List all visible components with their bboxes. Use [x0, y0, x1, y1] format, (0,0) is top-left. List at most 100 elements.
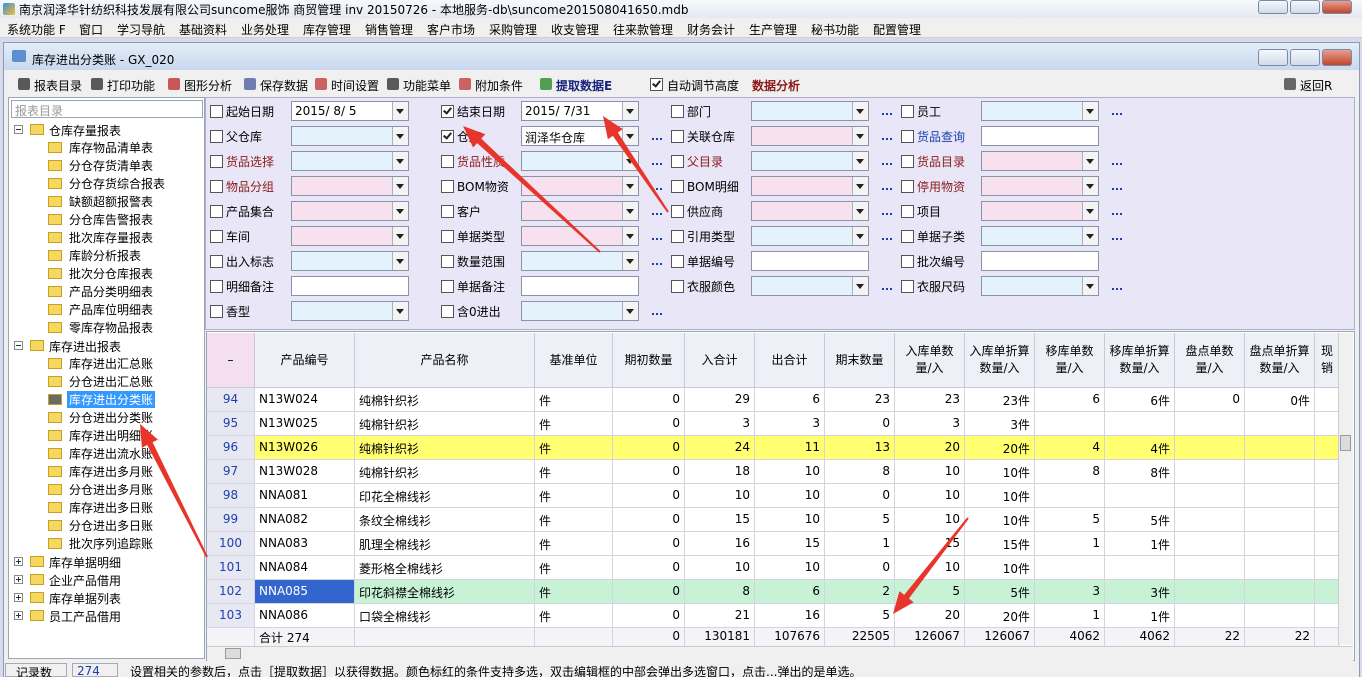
filter-label[interactable]: 父目录	[687, 155, 724, 169]
table-cell[interactable]: 纯棉针织衫	[355, 460, 535, 484]
filter-checkbox[interactable]	[441, 205, 454, 218]
filter-label[interactable]: 车间	[226, 230, 251, 244]
menu-item[interactable]: 客户市场	[427, 23, 476, 37]
table-cell[interactable]: 印花全棉线衫	[355, 484, 535, 508]
tree-item[interactable]: 库存进出明细账	[69, 429, 154, 443]
filter-label[interactable]: 结束日期	[457, 105, 506, 119]
filter-checkbox[interactable]	[901, 105, 914, 118]
filter-checkbox[interactable]	[671, 130, 684, 143]
filter-label[interactable]: 单据备注	[457, 280, 506, 294]
table-cell[interactable]: 纯棉针织衫	[355, 436, 535, 460]
filter-combo[interactable]	[981, 151, 1099, 171]
table-cell[interactable]	[1245, 412, 1315, 436]
back-button[interactable]: 返回R	[1300, 79, 1333, 93]
column-header[interactable]: 入库单数量/入	[895, 333, 965, 388]
table-cell[interactable]: 4	[1035, 436, 1105, 460]
filter-checkbox[interactable]	[210, 280, 223, 293]
menu-item[interactable]: 基础资料	[179, 23, 228, 37]
table-cell[interactable]: 15	[755, 532, 825, 556]
filter-label[interactable]: 关联仓库	[687, 130, 736, 144]
tree-item[interactable]: 库存物品清单表	[69, 141, 154, 155]
filter-label[interactable]: 父仓库	[226, 130, 263, 144]
filter-combo[interactable]	[751, 201, 869, 221]
table-cell[interactable]	[1175, 436, 1245, 460]
table-cell[interactable]: 件	[535, 508, 613, 532]
window-button[interactable]	[1322, 49, 1352, 66]
table-cell[interactable]: 8	[1035, 460, 1105, 484]
column-header[interactable]: 产品编号	[255, 333, 355, 388]
table-cell[interactable]: 1件	[1105, 532, 1175, 556]
table-cell[interactable]: 23	[895, 388, 965, 412]
menu-item[interactable]: 销售管理	[365, 23, 414, 37]
filter-checkbox[interactable]	[901, 255, 914, 268]
tree-item[interactable]: 库存进出多日账	[69, 501, 154, 515]
table-cell[interactable]: 6件	[1105, 388, 1175, 412]
filter-combo[interactable]	[521, 301, 639, 321]
table-cell[interactable]: N13W028	[255, 460, 355, 484]
table-cell[interactable]: 20	[895, 436, 965, 460]
filter-checkbox[interactable]	[441, 105, 454, 118]
table-cell[interactable]: 3	[755, 412, 825, 436]
tree-item[interactable]: 分仓进出汇总账	[69, 375, 154, 389]
column-header[interactable]: 期初数量	[613, 333, 685, 388]
table-cell[interactable]	[1175, 412, 1245, 436]
filter-textbox[interactable]	[751, 251, 869, 271]
filter-combo[interactable]	[751, 176, 869, 196]
table-cell[interactable]: 95	[207, 412, 255, 436]
window-button[interactable]	[1322, 0, 1352, 14]
filter-textbox[interactable]	[521, 276, 639, 296]
table-cell[interactable]: 10件	[965, 556, 1035, 580]
tree-item[interactable]: 产品分类明细表	[69, 285, 154, 299]
filter-checkbox[interactable]	[671, 230, 684, 243]
filter-label[interactable]: 引用类型	[687, 230, 736, 244]
table-cell[interactable]: 8	[825, 460, 895, 484]
table-cell[interactable]	[1245, 604, 1315, 628]
filter-label[interactable]: 数量范围	[457, 255, 506, 269]
column-header[interactable]: –	[207, 333, 255, 388]
tree-item[interactable]: 批次库存量报表	[69, 231, 154, 245]
table-cell[interactable]	[1245, 508, 1315, 532]
table-cell[interactable]: 1	[1035, 604, 1105, 628]
tree-item[interactable]: 库存进出多月账	[69, 465, 154, 479]
filter-label[interactable]: 批次编号	[917, 255, 966, 269]
table-cell[interactable]: 23	[825, 388, 895, 412]
tree-item[interactable]: 产品库位明细表	[69, 303, 154, 317]
table-cell[interactable]: 10	[895, 460, 965, 484]
filter-label[interactable]: 含0进出	[457, 305, 501, 319]
table-cell[interactable]: 0	[613, 508, 685, 532]
filter-combo[interactable]	[981, 276, 1099, 296]
window-button[interactable]	[1290, 0, 1320, 14]
table-cell[interactable]: 98	[207, 484, 255, 508]
table-cell[interactable]: 20	[895, 604, 965, 628]
table-cell[interactable]: 1	[825, 532, 895, 556]
tree-item[interactable]: 分仓存货清单表	[69, 159, 154, 173]
table-cell[interactable]: 纯棉针织衫	[355, 412, 535, 436]
filter-combo[interactable]	[981, 226, 1099, 246]
filter-label[interactable]: 部门	[687, 105, 712, 119]
vertical-scrollbar[interactable]	[1338, 333, 1353, 645]
table-cell[interactable]: 0	[825, 484, 895, 508]
filter-checkbox[interactable]	[671, 280, 684, 293]
filter-label[interactable]: BOM物资	[457, 180, 509, 194]
filter-combo[interactable]	[751, 151, 869, 171]
menu-item[interactable]: 窗口	[79, 23, 104, 37]
toolbar-button[interactable]: 功能菜单	[403, 79, 452, 93]
table-cell[interactable]: 8	[685, 580, 755, 604]
table-cell[interactable]: 0	[613, 460, 685, 484]
table-cell[interactable]: 100	[207, 532, 255, 556]
menu-item[interactable]: 配置管理	[873, 23, 922, 37]
filter-combo[interactable]	[291, 126, 409, 146]
tree-item[interactable]: 分仓进出多月账	[69, 483, 154, 497]
filter-checkbox[interactable]	[210, 155, 223, 168]
table-cell[interactable]: 纯棉针织衫	[355, 388, 535, 412]
table-cell[interactable]: 1件	[1105, 604, 1175, 628]
table-cell[interactable]: 菱形格全棉线衫	[355, 556, 535, 580]
table-cell[interactable]: 0件	[1245, 388, 1315, 412]
filter-checkbox[interactable]	[671, 155, 684, 168]
table-cell[interactable]	[1245, 556, 1315, 580]
table-cell[interactable]: 24	[685, 436, 755, 460]
table-cell[interactable]: 15	[895, 532, 965, 556]
menu-item[interactable]: 生产管理	[749, 23, 798, 37]
tree-item[interactable]: 库龄分析报表	[69, 249, 142, 263]
table-cell[interactable]: 3	[895, 412, 965, 436]
